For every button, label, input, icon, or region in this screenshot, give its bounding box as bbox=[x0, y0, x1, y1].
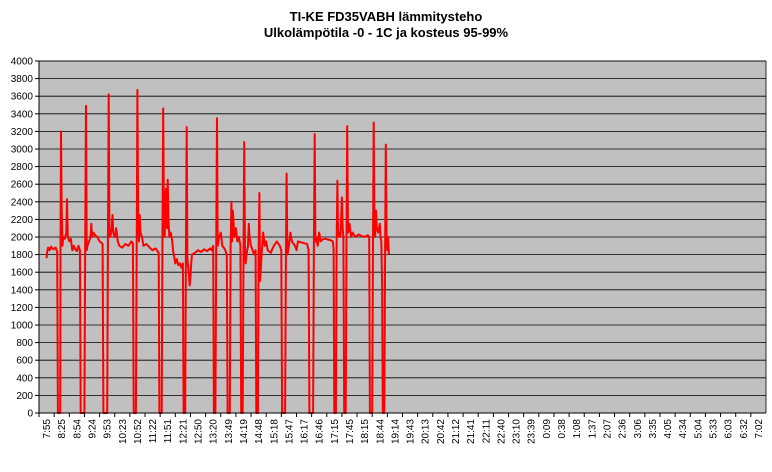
x-tick-label: 7:02 bbox=[754, 419, 765, 439]
x-tick-label: 14:48 bbox=[254, 419, 265, 444]
x-tick-label: 5:04 bbox=[693, 419, 704, 439]
x-tick-label: 11:22 bbox=[148, 419, 159, 444]
x-tick-label: 9:53 bbox=[103, 419, 114, 439]
x-tick-label: 10:23 bbox=[118, 419, 129, 444]
y-tick-label: 3600 bbox=[11, 92, 34, 103]
x-tick-label: 10:52 bbox=[133, 419, 144, 444]
y-tick-label: 2800 bbox=[11, 162, 34, 173]
x-tick-label: 13:49 bbox=[224, 419, 235, 444]
x-tick-label: 1:37 bbox=[587, 419, 598, 439]
x-tick-label: 19:14 bbox=[390, 419, 401, 444]
y-tick-label: 2000 bbox=[11, 233, 34, 244]
x-tick-label: 20:42 bbox=[436, 419, 447, 444]
y-tick-label: 1400 bbox=[11, 285, 34, 296]
y-axis-ticks: 0 200 400 600 800 1000 1200 1400 1600 1800 2000 220… bbox=[11, 57, 39, 420]
x-tick-label: 21:12 bbox=[451, 419, 462, 444]
x-tick-label: 19:43 bbox=[406, 419, 417, 444]
y-tick-label: 2400 bbox=[11, 197, 34, 208]
x-tick-label: 1:08 bbox=[572, 419, 583, 439]
x-tick-label: 0:38 bbox=[557, 419, 568, 439]
x-tick-label: 0:09 bbox=[542, 419, 553, 439]
x-tick-label: 23:10 bbox=[512, 419, 523, 444]
x-tick-label: 16:17 bbox=[300, 419, 311, 444]
y-tick-label: 3200 bbox=[11, 127, 34, 138]
x-tick-label: 8:54 bbox=[72, 419, 83, 439]
series-line bbox=[45, 89, 390, 414]
y-tick-label: 0 bbox=[27, 409, 33, 420]
x-tick-label: 4:05 bbox=[663, 419, 674, 439]
x-tick-label: 23:39 bbox=[527, 419, 538, 444]
y-tick-label: 3400 bbox=[11, 109, 34, 120]
x-tick-label: 20:13 bbox=[421, 419, 432, 444]
x-tick-label: 21:41 bbox=[466, 419, 477, 444]
x-tick-label: 7:55 bbox=[42, 419, 53, 439]
y-tick-label: 2600 bbox=[11, 180, 34, 191]
x-tick-label: 18:44 bbox=[375, 419, 386, 444]
y-tick-label: 1800 bbox=[11, 250, 34, 261]
x-tick-label: 18:15 bbox=[360, 419, 371, 444]
x-tick-label: 15:47 bbox=[284, 419, 295, 444]
x-tick-label: 4:34 bbox=[678, 419, 689, 439]
x-axis-ticks: 7:55 8:25 8:54 9:24 9:53 10:23 10:52 11:22 11:51… bbox=[38, 413, 765, 444]
y-tick-label: 3800 bbox=[11, 74, 34, 85]
y-tick-label: 3000 bbox=[11, 145, 34, 156]
x-tick-label: 15:18 bbox=[269, 419, 280, 444]
x-tick-label: 12:50 bbox=[194, 419, 205, 444]
y-tick-label: 1200 bbox=[11, 303, 34, 314]
x-tick-label: 6:32 bbox=[739, 419, 750, 439]
y-tick-label: 800 bbox=[16, 338, 33, 349]
y-tick-label: 200 bbox=[16, 391, 33, 402]
chart-title-line-1: TI-KE FD35VABH lämmitysteho bbox=[289, 9, 483, 24]
x-tick-label: 14:19 bbox=[239, 419, 250, 444]
x-tick-label: 5:33 bbox=[708, 419, 719, 439]
x-tick-label: 2:36 bbox=[618, 419, 629, 439]
series-layer bbox=[45, 89, 390, 414]
chart-subtitle: Ulkolämpötila -0 - 1C ja kosteus 95-99% bbox=[263, 25, 509, 40]
x-tick-label: 12:21 bbox=[178, 419, 189, 444]
x-tick-label: 2:07 bbox=[602, 419, 613, 439]
x-tick-label: 3:35 bbox=[648, 419, 659, 439]
x-tick-label: 6:03 bbox=[724, 419, 735, 439]
x-tick-label: 17:15 bbox=[330, 419, 341, 444]
x-tick-label: 11:51 bbox=[163, 419, 174, 444]
x-tick-label: 22:40 bbox=[496, 419, 507, 444]
x-tick-label: 16:46 bbox=[315, 419, 326, 444]
y-tick-label: 2200 bbox=[11, 215, 34, 226]
x-tick-label: 8:25 bbox=[57, 419, 68, 439]
x-tick-label: 3:06 bbox=[633, 419, 644, 439]
chart-title: TI-KE FD35VABH lämmitysteho Ulkolämpötil… bbox=[0, 9, 772, 41]
y-tick-label: 400 bbox=[16, 373, 33, 384]
y-tick-label: 600 bbox=[16, 356, 33, 367]
y-tick-label: 1600 bbox=[11, 268, 34, 279]
x-tick-label: 17:45 bbox=[345, 419, 356, 444]
y-tick-label: 1000 bbox=[11, 321, 34, 332]
x-tick-label: 9:24 bbox=[88, 419, 99, 439]
grid-lines bbox=[39, 60, 766, 414]
y-tick-label: 4000 bbox=[11, 57, 34, 68]
x-tick-label: 22:11 bbox=[481, 419, 492, 444]
x-tick-label: 13:20 bbox=[209, 419, 220, 444]
